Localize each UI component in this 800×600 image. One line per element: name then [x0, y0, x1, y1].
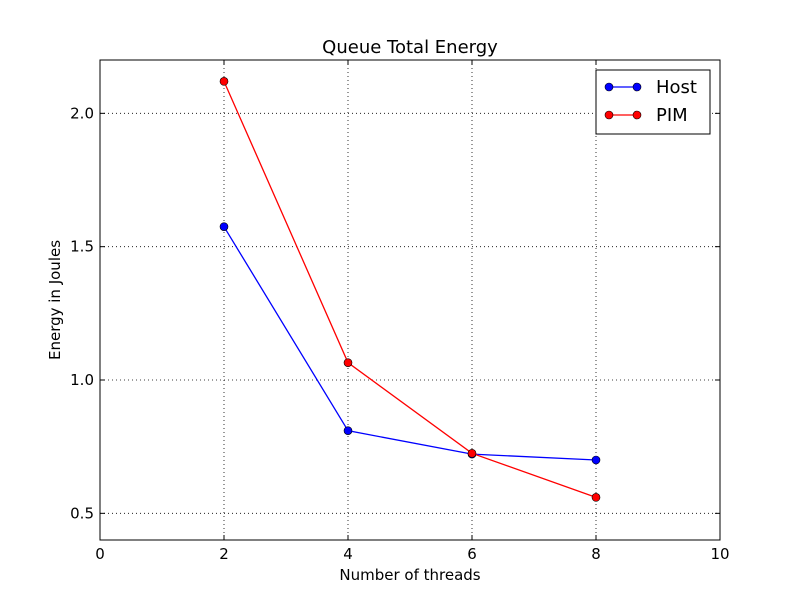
chart-title: Queue Total Energy: [322, 37, 498, 58]
legend-marker-host: [632, 82, 642, 92]
legend-label-host: Host: [656, 77, 697, 98]
x-tick-label: 0: [95, 545, 105, 563]
legend-marker-pim: [632, 110, 642, 120]
x-tick-label: 6: [467, 545, 477, 563]
x-tick-label: 10: [710, 545, 729, 563]
legend-label-pim: PIM: [656, 105, 688, 126]
series-layer: [219, 77, 601, 502]
legend-box: [595, 69, 711, 135]
series-line-host: [223, 226, 597, 461]
legend: Host PIM: [595, 69, 711, 135]
ticks: 0 2 4 6 8 10 0.5 1.0 1.5 2.0: [70, 60, 730, 563]
data-point-pim: [343, 358, 353, 367]
data-point-host: [591, 455, 601, 465]
x-tick-label: 2: [219, 545, 229, 563]
y-axis-label: Energy in Joules: [46, 240, 64, 360]
y-tick-label: 0.5: [70, 504, 94, 522]
plot-area-frame: [99, 59, 721, 541]
x-axis-label: Number of threads: [339, 566, 480, 584]
data-point-host: [219, 222, 229, 231]
data-point-pim: [219, 77, 229, 86]
y-tick-label: 1.0: [70, 371, 94, 389]
y-tick-label: 1.5: [70, 238, 94, 256]
legend-marker-pim: [604, 110, 614, 120]
x-tick-label: 4: [343, 545, 353, 563]
data-point-host: [343, 426, 353, 435]
x-tick-label: 8: [591, 545, 601, 563]
data-point-pim: [467, 449, 477, 458]
legend-marker-host: [604, 82, 614, 92]
series-line-pim: [223, 81, 597, 498]
data-point-pim: [591, 493, 601, 502]
y-tick-label: 2.0: [70, 104, 94, 122]
